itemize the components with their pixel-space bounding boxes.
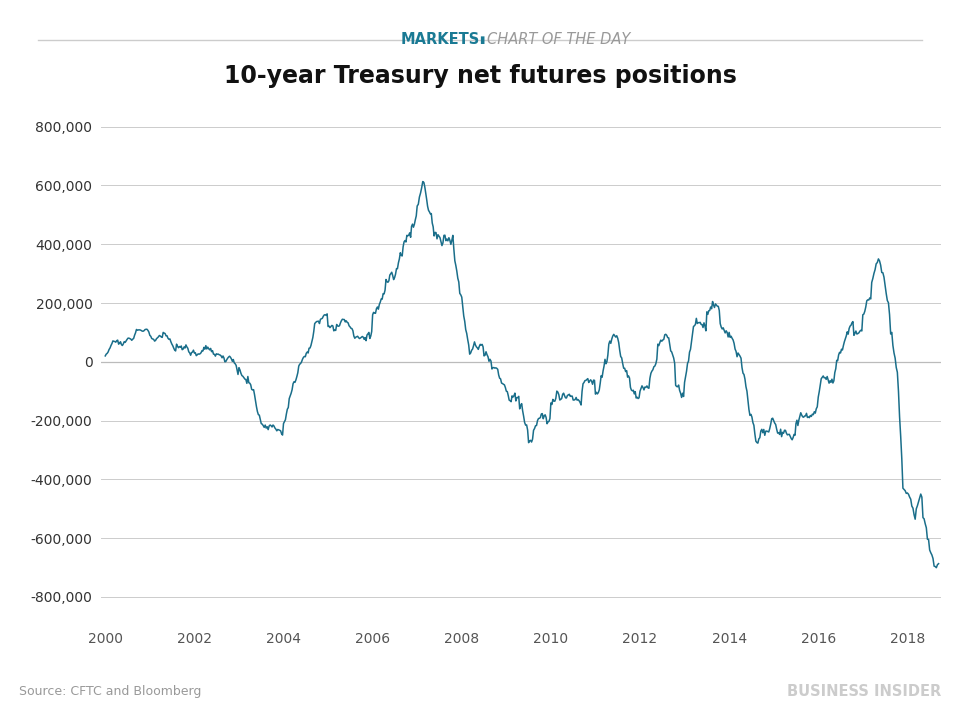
Text: BUSINESS INSIDER: BUSINESS INSIDER: [786, 684, 941, 698]
Text: ▮: ▮: [479, 35, 485, 45]
Text: CHART OF THE DAY: CHART OF THE DAY: [487, 32, 630, 47]
Text: Source: CFTC and Bloomberg: Source: CFTC and Bloomberg: [19, 685, 202, 698]
Text: 10-year Treasury net futures positions: 10-year Treasury net futures positions: [224, 63, 736, 88]
Text: MARKETS: MARKETS: [400, 32, 480, 47]
